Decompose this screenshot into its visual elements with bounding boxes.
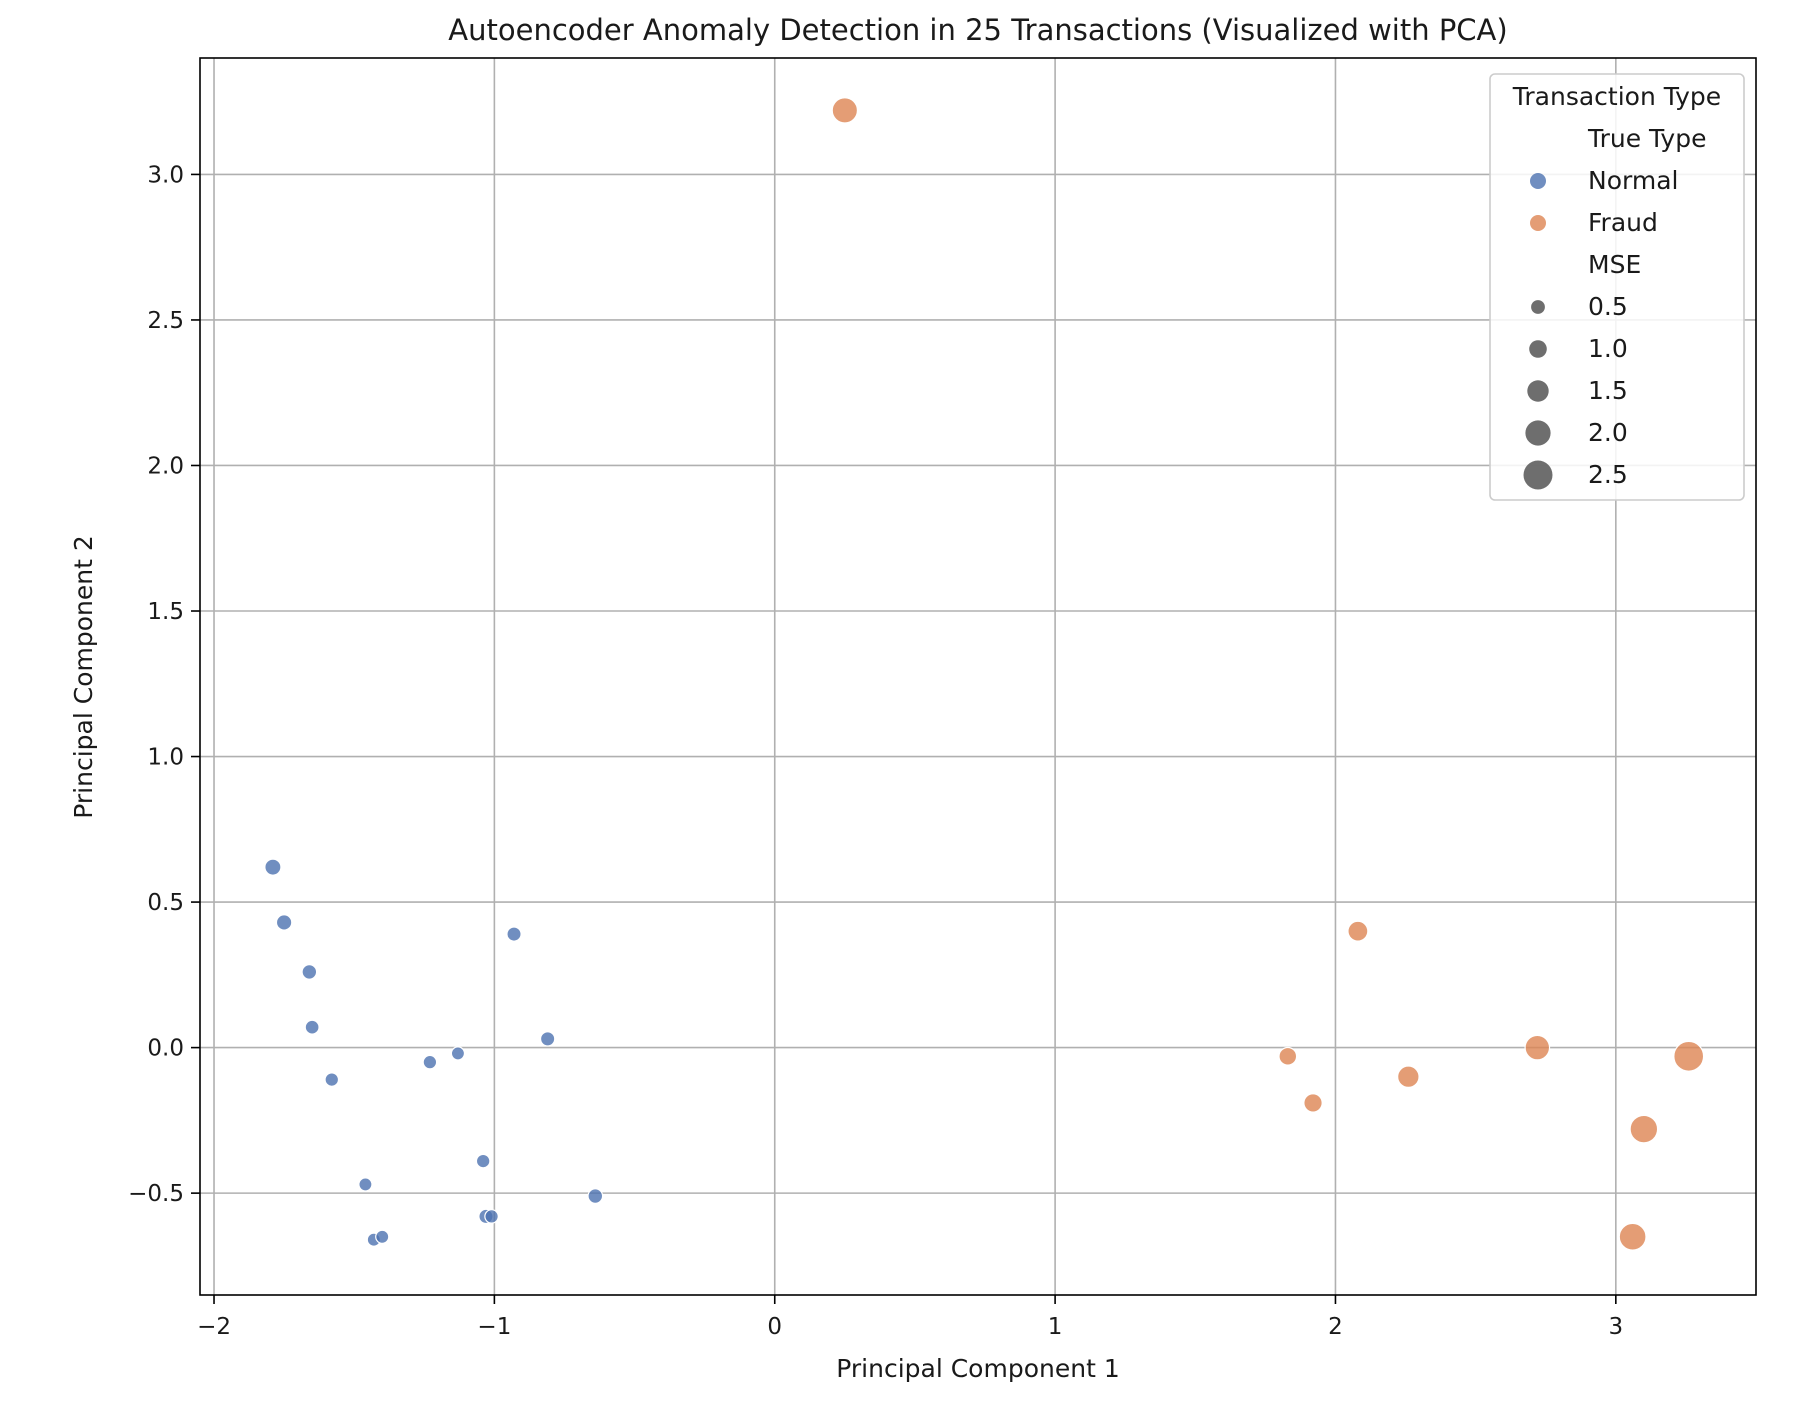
legend-size-label: 1.5 xyxy=(1588,376,1628,405)
normal-point xyxy=(484,1209,499,1224)
chart-title: Autoencoder Anomaly Detection in 25 Tran… xyxy=(448,13,1507,47)
normal-point xyxy=(587,1188,604,1204)
y-axis: −0.5 0.0 0.5 1.0 1.5 2.0 2.5 3.0 xyxy=(128,162,200,1207)
normal-point xyxy=(539,1031,556,1047)
y-tick-label: 0.0 xyxy=(147,1036,184,1062)
legend-size-title: MSE xyxy=(1588,250,1641,279)
legend-size-marker xyxy=(1523,460,1553,490)
y-axis-title: Principal Component 2 xyxy=(69,535,98,818)
legend-title: Transaction Type xyxy=(1512,82,1721,111)
y-tick-label: 2.0 xyxy=(147,453,184,479)
y-tick-label: 0.5 xyxy=(147,890,184,916)
normal-point xyxy=(301,964,318,980)
fraud-point xyxy=(831,97,859,124)
x-tick-label: 2 xyxy=(1328,1314,1343,1340)
legend-size-marker xyxy=(1529,340,1547,358)
legend-size-label: 2.0 xyxy=(1588,418,1628,447)
x-axis-title: Principal Component 1 xyxy=(836,1354,1119,1383)
legend-size-marker xyxy=(1531,300,1545,314)
y-tick-label: 3.0 xyxy=(147,162,184,188)
legend-box xyxy=(1489,73,1745,501)
legend-size-label: 2.5 xyxy=(1588,460,1628,489)
legend-fraud-label: Fraud xyxy=(1588,208,1658,237)
y-tick-label: −0.5 xyxy=(128,1181,184,1207)
normal-point xyxy=(358,1177,373,1192)
x-axis: −2 −1 0 1 2 3 xyxy=(197,1295,1623,1340)
data-points xyxy=(264,97,1705,1251)
y-tick-label: 1.5 xyxy=(147,599,184,625)
y-tick-label: 2.5 xyxy=(147,308,184,334)
normal-point xyxy=(475,1153,491,1169)
x-tick-label: −2 xyxy=(197,1314,231,1340)
x-tick-label: 3 xyxy=(1608,1314,1623,1340)
x-tick-label: 1 xyxy=(1048,1314,1063,1340)
plot-frame xyxy=(199,57,1757,1296)
legend-size-marker xyxy=(1525,420,1551,446)
legend-hue-title: True Type xyxy=(1587,124,1706,153)
normal-point xyxy=(264,858,282,876)
legend-normal-marker xyxy=(1530,173,1546,189)
legend-fraud-marker xyxy=(1530,215,1546,231)
normal-point xyxy=(450,1046,466,1061)
fraud-point xyxy=(1278,1046,1298,1066)
legend-normal-label: Normal xyxy=(1588,166,1678,195)
fraud-point xyxy=(1303,1093,1323,1113)
fraud-point xyxy=(1397,1065,1420,1089)
fraud-point xyxy=(1347,920,1369,942)
y-tick-label: 1.0 xyxy=(147,745,184,771)
normal-point xyxy=(422,1054,438,1070)
normal-point xyxy=(304,1019,320,1035)
x-tick-label: −1 xyxy=(477,1314,511,1340)
normal-point xyxy=(375,1229,390,1244)
legend-size-marker xyxy=(1527,380,1549,402)
legend-size-label: 0.5 xyxy=(1588,292,1628,321)
x-tick-label: 0 xyxy=(767,1314,782,1340)
normal-point xyxy=(275,914,293,931)
fraud-point xyxy=(1618,1222,1647,1251)
fraud-point xyxy=(1673,1040,1705,1072)
fraud-point xyxy=(1629,1114,1659,1144)
fraud-point xyxy=(1524,1034,1551,1061)
normal-point xyxy=(506,926,522,942)
normal-point xyxy=(324,1072,340,1087)
legend: Transaction Type True Type Normal Fraud MSE 0… xyxy=(1489,73,1745,501)
legend-size-label: 1.0 xyxy=(1588,334,1628,363)
